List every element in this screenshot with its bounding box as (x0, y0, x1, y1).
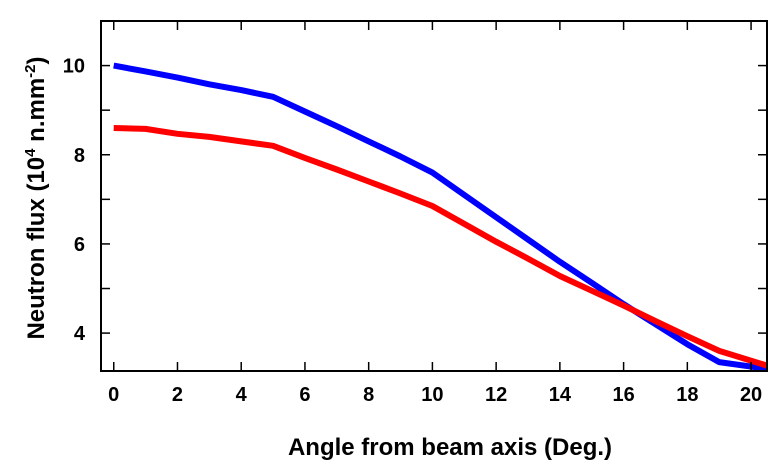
series-layer (113, 62, 768, 372)
y-tick-label: 10 (63, 56, 85, 78)
ticks-layer (101, 20, 767, 371)
series-line-1 (113, 62, 768, 372)
x-tick-label: 6 (299, 384, 310, 406)
plot-frame (100, 20, 768, 372)
x-tick-label: 14 (549, 384, 572, 406)
series-line-2 (113, 125, 768, 369)
x-tick-label: 16 (612, 384, 634, 406)
x-tick-label: 12 (485, 384, 507, 406)
x-tick-label: 2 (172, 384, 183, 406)
y-axis-title-sup2: -2 (22, 64, 39, 77)
y-axis-title: Neutron flux (104 n.mm-2) (22, 56, 50, 339)
x-tick-label: 20 (740, 384, 762, 406)
y-axis-title-middle: n.mm (23, 78, 50, 149)
x-tick-label: 0 (108, 384, 119, 406)
y-axis-title-suffix: ) (23, 56, 50, 64)
y-axis-title-prefix: Neutron flux (10 (23, 157, 50, 340)
x-tick-label: 18 (676, 384, 698, 406)
x-tick-label: 10 (421, 384, 443, 406)
x-tick-label: 4 (236, 384, 248, 406)
y-tick-label: 6 (74, 234, 85, 256)
x-axis-title: Angle from beam axis (Deg.) (288, 434, 612, 461)
y-tick-label: 8 (74, 145, 85, 167)
x-tick-label: 8 (363, 384, 374, 406)
labels-layer: 0 2 4 6 8 10 12 14 16 18 20 4 6 8 10 (63, 56, 762, 406)
y-tick-label: 4 (74, 323, 86, 345)
y-axis-title-sup1: 4 (22, 148, 39, 157)
